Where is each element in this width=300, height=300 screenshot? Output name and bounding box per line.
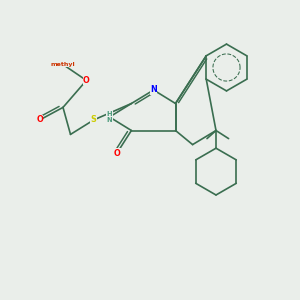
Text: O: O xyxy=(36,116,43,124)
Text: O: O xyxy=(83,76,90,85)
Text: N: N xyxy=(150,85,157,94)
Text: methyl: methyl xyxy=(51,62,75,67)
Text: O: O xyxy=(114,148,120,158)
Text: S: S xyxy=(91,116,97,124)
Text: H
N: H N xyxy=(107,110,112,124)
